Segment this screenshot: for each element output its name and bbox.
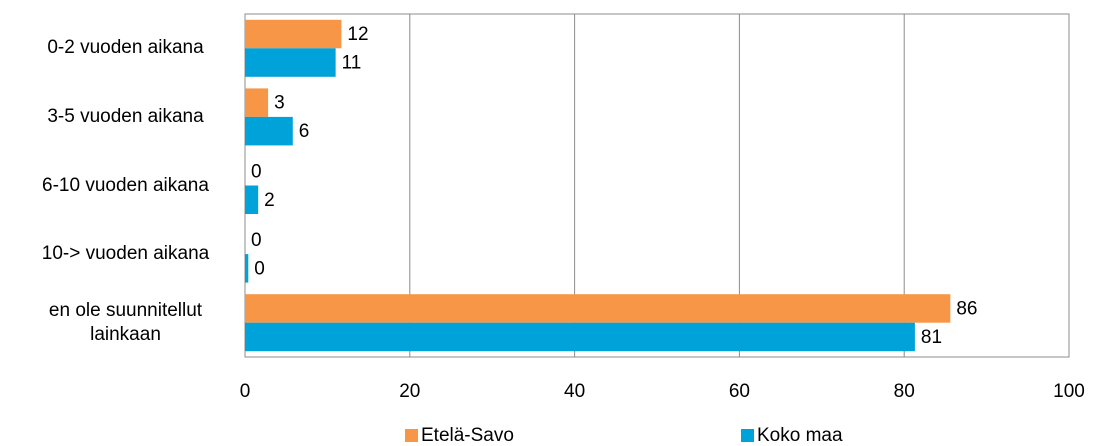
- data-label: 11: [342, 53, 362, 74]
- data-label: 12: [347, 24, 368, 45]
- legend-label: Etelä-Savo: [421, 425, 514, 446]
- bar: [245, 116, 293, 146]
- x-tick-label: 20: [399, 381, 420, 402]
- data-label: 6: [299, 121, 310, 142]
- bar: [245, 88, 269, 117]
- data-label: 81: [921, 327, 942, 348]
- data-label: 3: [274, 93, 285, 114]
- y-tick-label: 0-2 vuoden aikana: [47, 37, 204, 59]
- bar: [245, 48, 336, 77]
- x-tick-label: 0: [240, 381, 251, 402]
- data-label: 86: [956, 298, 977, 319]
- data-label: 2: [264, 190, 275, 211]
- bar: [245, 19, 342, 49]
- y-tick-label: 3-5 vuoden aikana: [47, 105, 204, 127]
- data-label: 0: [254, 258, 265, 279]
- x-tick-label: 80: [894, 381, 915, 402]
- x-tick-label: 60: [729, 381, 750, 402]
- data-label: 0: [251, 230, 262, 251]
- bar: [245, 254, 249, 283]
- x-tick-label: 40: [564, 381, 585, 402]
- data-label: 0: [251, 161, 262, 182]
- legend-swatch: [741, 429, 754, 442]
- y-tick-label: 10-> vuoden aikana: [41, 243, 210, 265]
- bar: [245, 322, 915, 352]
- x-tick-label: 100: [1053, 381, 1085, 402]
- legend-label: Koko maa: [757, 425, 843, 446]
- y-tick-label: en ole suunnitellut lainkaan: [48, 299, 203, 345]
- bar: [245, 294, 951, 323]
- y-tick-label: 6-10 vuoden aikana: [42, 174, 209, 196]
- legend-swatch: [405, 429, 418, 442]
- bar: [245, 185, 259, 214]
